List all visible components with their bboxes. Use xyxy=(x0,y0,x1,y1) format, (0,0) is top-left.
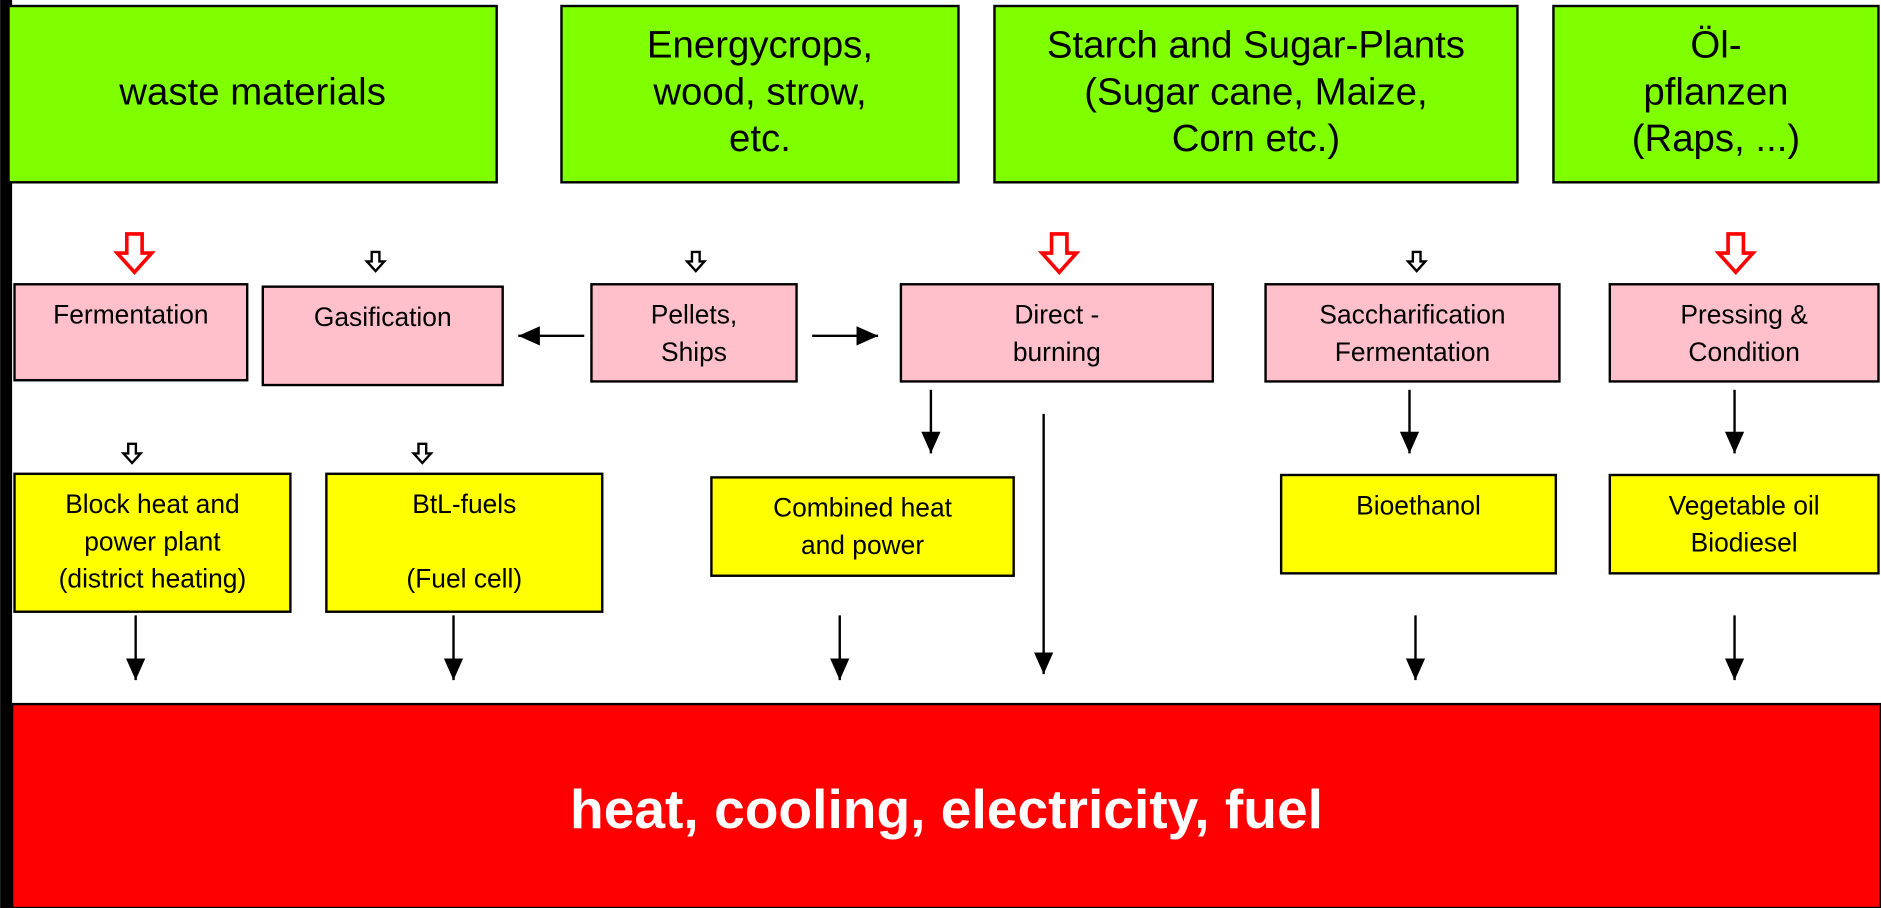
hollow-arrow xyxy=(364,250,387,273)
hollow-arrow xyxy=(120,442,144,465)
product-label: Bioethanol xyxy=(1356,490,1481,520)
product-label: power plant xyxy=(84,526,221,556)
arrow-head xyxy=(921,431,941,454)
source-label: (Sugar cane, Maize, xyxy=(1084,70,1427,113)
process-label: Condition xyxy=(1688,337,1799,367)
product-box xyxy=(1279,473,1558,575)
source-label: etc. xyxy=(729,117,791,160)
arrow-head xyxy=(1399,431,1420,454)
arrow-head xyxy=(518,326,540,346)
hollow-arrow xyxy=(1714,232,1758,275)
source-label: pflanzen xyxy=(1643,70,1788,113)
hollow-arrow xyxy=(1037,232,1081,275)
source-label: Starch and Sugar-Plants xyxy=(1047,24,1465,67)
process-box xyxy=(1608,283,1880,383)
arrow-head xyxy=(1724,431,1745,454)
product-label: BtL-fuels xyxy=(412,489,516,519)
source-label: Energycrops, xyxy=(647,24,873,67)
process-box xyxy=(13,283,249,382)
process-label: Gasification xyxy=(314,302,452,332)
process-box xyxy=(590,283,798,383)
arrow-head xyxy=(1034,652,1054,675)
process-label: burning xyxy=(1013,337,1101,367)
product-label: Vegetable oil xyxy=(1669,490,1820,520)
hollow-arrow xyxy=(684,250,708,273)
source-label: Corn etc.) xyxy=(1172,117,1340,160)
product-label: (district heating) xyxy=(59,564,247,594)
source-box xyxy=(7,4,498,184)
process-label: Saccharification xyxy=(1319,300,1505,330)
source-label: wood, strow, xyxy=(652,70,866,113)
process-box xyxy=(899,283,1214,383)
process-label: Fermentation xyxy=(53,300,208,330)
product-box xyxy=(1608,473,1880,575)
product-box xyxy=(13,472,292,613)
source-label: Öl- xyxy=(1690,24,1741,67)
hollow-arrow xyxy=(113,232,156,275)
process-label: Pressing & xyxy=(1680,300,1808,330)
arrow-head xyxy=(443,658,464,681)
arrow-head xyxy=(856,326,879,346)
result-box xyxy=(10,702,1881,908)
arrow-head xyxy=(1405,658,1426,681)
source-label: (Raps, ...) xyxy=(1632,117,1800,160)
process-label: Fermentation xyxy=(1335,337,1490,367)
source-box xyxy=(560,4,960,184)
product-label: Combined heat xyxy=(773,493,953,523)
product-label: Block heat and xyxy=(65,489,240,519)
arrow-head xyxy=(126,658,146,681)
product-label: (Fuel cell) xyxy=(406,564,522,594)
process-box xyxy=(1264,283,1561,383)
product-box xyxy=(710,476,1015,577)
product-box xyxy=(325,472,604,613)
arrow-head xyxy=(1724,658,1745,681)
process-box xyxy=(261,285,504,387)
product-label: and power xyxy=(801,530,924,560)
process-label: Pellets, xyxy=(651,300,738,330)
process-label: Ships xyxy=(661,337,727,367)
source-box xyxy=(993,4,1519,184)
source-label: waste materials xyxy=(118,70,386,113)
hollow-arrow xyxy=(1405,250,1429,273)
left-bar xyxy=(0,0,13,908)
result-label: heat, cooling, electricity, fuel xyxy=(570,778,1323,840)
product-label: Biodiesel xyxy=(1691,528,1798,558)
source-box xyxy=(1552,4,1880,184)
arrow-head xyxy=(830,658,850,681)
hollow-arrow xyxy=(410,442,434,465)
process-label: Direct - xyxy=(1014,300,1099,330)
